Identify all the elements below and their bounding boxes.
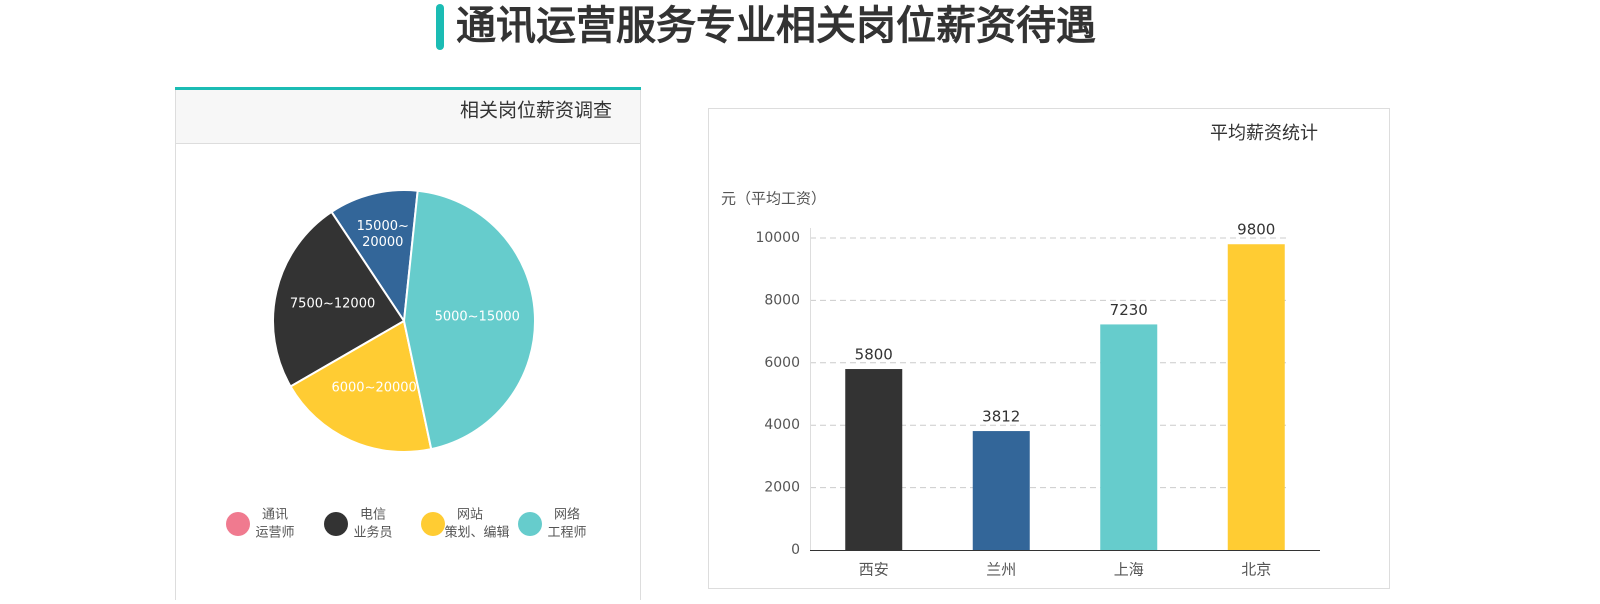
legend-swatch [226,512,250,536]
y-tick-label: 2000 [764,480,800,496]
legend-label: 工程师 [547,526,586,541]
slice-label: 20000 [362,235,403,250]
value-label: 5800 [855,346,893,364]
y-tick-label: 6000 [764,355,800,371]
y-tick-label: 10000 [755,230,800,246]
legend-label: 网络 [554,507,580,523]
legend-label: 通讯 [262,508,288,523]
pie-header [176,89,640,143]
bar [972,431,1030,550]
x-tick-label: 西安 [859,561,889,579]
pie-slice [330,189,419,324]
legend-swatch [324,512,348,536]
x-tick-label: 北京 [1241,561,1271,579]
slice-label: 15000~ [357,219,409,234]
y-tick-label: 4000 [764,417,800,433]
slice-label: 5000~15000 [435,310,520,325]
legend-label: 网站 [457,508,483,523]
y-axis-label: 元（平均工资） [721,190,826,208]
pie-top-border [175,87,641,90]
legend-swatch [421,512,445,536]
y-tick-label: 0 [791,542,800,558]
x-tick-label: 上海 [1114,561,1144,579]
legend-label: 运营师 [255,526,294,541]
slice-label: 7500~12000 [290,297,375,312]
value-label: 9800 [1237,221,1275,239]
value-label: 3812 [982,408,1020,426]
bar [1100,324,1158,550]
page-title: 通讯运营服务专业相关岗位薪资待遇 [456,3,1096,49]
x-tick-label: 兰州 [986,561,1016,579]
legend-label: 电信 [360,508,386,523]
bar [845,369,903,550]
bar-title: 平均薪资统计 [1210,123,1318,144]
legend-label: 策划、编辑 [444,525,509,541]
slice-label: 6000~20000 [331,381,416,396]
bar [1227,244,1285,551]
pie-slice [272,210,406,388]
pie-title: 相关岗位薪资调查 [460,100,612,122]
pie-slice [402,189,536,451]
pie-slice [289,319,433,453]
legend-swatch [518,512,542,536]
value-label: 7230 [1110,301,1148,319]
title-accent [436,4,444,50]
legend-label: 业务员 [353,525,392,541]
y-tick-label: 8000 [764,292,800,308]
